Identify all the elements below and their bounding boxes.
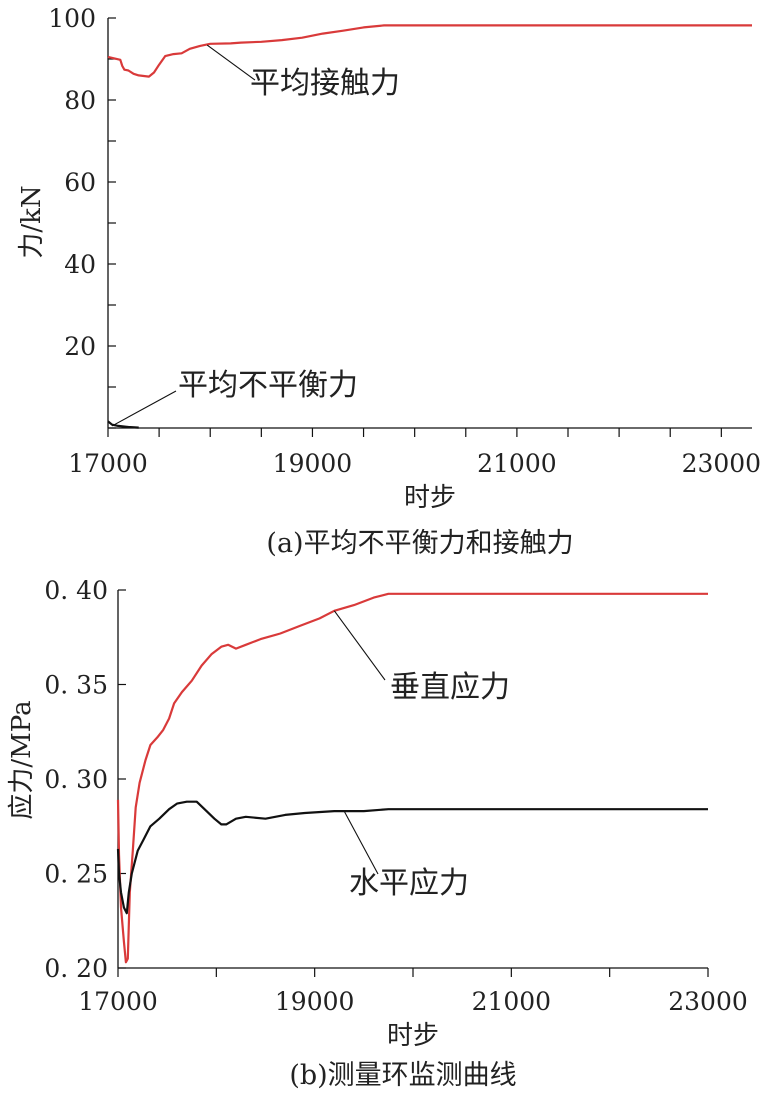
annotation-label: 水平应力 [349, 866, 469, 901]
chart-panel-2: 17000 19000 21000 23000 0. 20 0. 25 0. 30 0. 35… [7, 576, 748, 1091]
annotation-label: 平均接触力 [250, 66, 400, 101]
x-tick-label: 19000 [275, 987, 355, 1016]
series-line-2-1 [116, 592, 708, 964]
annotation-label: 垂直应力 [390, 670, 510, 705]
y-tick-label: 0. 25 [44, 860, 108, 889]
annotation-leader [111, 390, 177, 427]
y-axis-title: 力/kN [17, 185, 47, 258]
y-tick-label: 0. 20 [44, 954, 108, 983]
annotation-leader [333, 610, 386, 681]
chart-panel-1: 17000 19000 21000 23000 20 40 60 80 100 平均接触力平均不平… [17, 4, 761, 559]
x-tick-label: 19000 [273, 449, 353, 478]
y-tick-label: 80 [64, 86, 96, 115]
y-tick-label: 0. 35 [44, 671, 108, 700]
annotation-leader [206, 44, 256, 81]
x-tick-label: 23000 [682, 449, 762, 478]
panel-caption: (a)平均不平衡力和接触力 [266, 528, 573, 559]
panel-caption: (b)测量环监测曲线 [289, 1060, 516, 1091]
x-tick-label: 23000 [668, 987, 748, 1016]
x-axis-title: 时步 [404, 483, 456, 513]
x-tick-label: 21000 [477, 449, 557, 478]
y-tick-label: 20 [64, 332, 96, 361]
y-tick-label: 0. 40 [44, 576, 108, 605]
x-axis-title: 时步 [387, 1021, 439, 1051]
series-line-2-2 [116, 800, 708, 915]
y-tick-label: 40 [64, 250, 96, 279]
annotation-label: 平均不平衡力 [178, 368, 358, 403]
x-tick-label: 21000 [472, 987, 552, 1016]
x-tick-label: 17000 [78, 987, 158, 1016]
series-line-1-2 [107, 420, 139, 429]
y-axis-title: 应力/MPa [7, 700, 37, 819]
x-tick-label: 17000 [68, 449, 148, 478]
series-line-1-1 [107, 24, 752, 78]
y-tick-label: 0. 30 [44, 765, 108, 794]
y-tick-label: 60 [64, 168, 96, 197]
y-tick-label: 100 [48, 4, 96, 33]
annotation-leader [343, 810, 379, 875]
